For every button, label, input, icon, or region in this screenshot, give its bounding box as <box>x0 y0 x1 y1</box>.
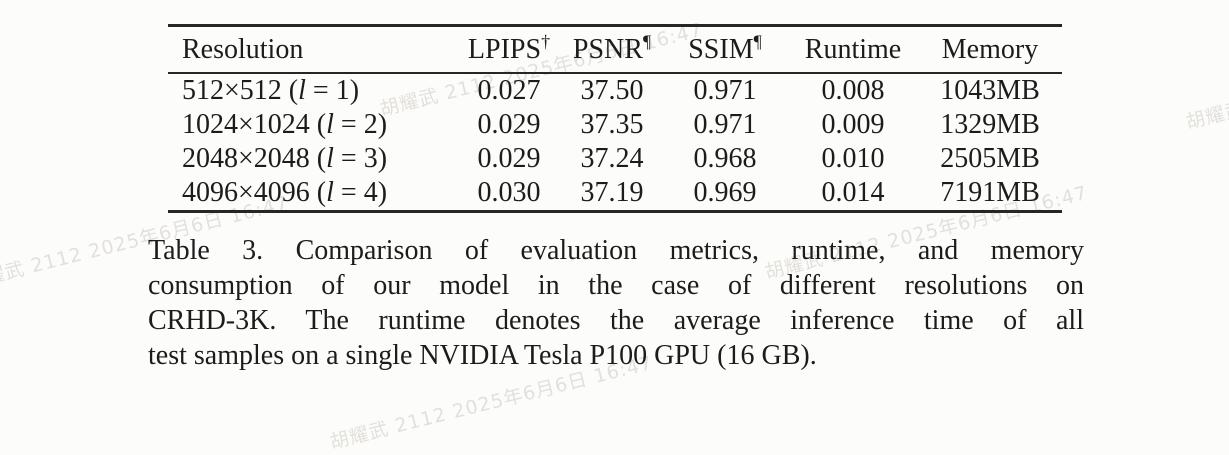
column-header-lpips: LPIPS† <box>456 25 562 74</box>
cell-runtime: 0.010 <box>821 143 885 174</box>
level-value: = 4) <box>333 177 388 208</box>
cell-lpips: 0.030 <box>477 177 541 208</box>
cell-resolution: 2048×2048 (l = 3) <box>168 142 456 176</box>
resolution-size: 512×512 ( <box>182 75 299 106</box>
cell-memory: 7191MB <box>940 177 1040 208</box>
cell-psnr: 37.24 <box>580 143 644 174</box>
cell-psnr: 37.35 <box>580 109 644 140</box>
level-variable: l <box>298 75 306 106</box>
level-variable: l <box>326 109 334 140</box>
cell-lpips: 0.029 <box>477 143 541 174</box>
cell-memory: 1329MB <box>940 109 1040 140</box>
cell-resolution: 4096×4096 (l = 4) <box>168 176 456 212</box>
dagger-footnote-mark: † <box>541 31 551 52</box>
cell-runtime: 0.009 <box>821 109 885 140</box>
level-variable: l <box>326 143 334 174</box>
caption-line: CRHD-3K. The runtime denotes the average… <box>148 305 1084 336</box>
column-header-ssim: SSIM¶ <box>662 25 788 74</box>
cell-runtime: 0.008 <box>821 75 885 106</box>
resolution-size: 2048×2048 ( <box>182 143 327 174</box>
cell-ssim: 0.971 <box>693 75 757 106</box>
pilcrow-footnote-mark: ¶ <box>753 31 762 52</box>
cell-memory: 1043MB <box>940 75 1040 106</box>
pilcrow-footnote-mark: ¶ <box>642 31 652 52</box>
watermark-text: 胡耀武 2112 2025年6月6日 16:47 <box>1183 32 1229 134</box>
results-table-container: Resolution LPIPS† PSNR¶ SSIM¶ Runtime Me… <box>168 24 1062 213</box>
level-value: = 2) <box>333 109 388 140</box>
cell-psnr: 37.19 <box>580 177 644 208</box>
column-header-lpips-label: LPIPS <box>467 33 542 65</box>
table-header-row: Resolution LPIPS† PSNR¶ SSIM¶ Runtime Me… <box>168 25 1062 74</box>
cell-ssim: 0.968 <box>693 143 757 174</box>
cell-psnr: 37.50 <box>580 75 644 106</box>
level-value: = 1) <box>305 75 360 106</box>
cell-lpips: 0.027 <box>477 75 541 106</box>
table-caption: Table 3. Comparison of evaluation metric… <box>148 233 1084 373</box>
caption-line: test samples on a single NVIDIA Tesla P1… <box>148 340 817 371</box>
cell-memory: 2505MB <box>940 143 1040 174</box>
results-table: Resolution LPIPS† PSNR¶ SSIM¶ Runtime Me… <box>168 24 1062 213</box>
table-row: 2048×2048 (l = 3) 0.029 37.24 0.968 0.01… <box>168 142 1062 176</box>
column-header-psnr-label: PSNR <box>572 33 643 65</box>
cell-ssim: 0.971 <box>693 109 757 140</box>
cell-lpips: 0.029 <box>477 109 541 140</box>
table-row: 1024×1024 (l = 2) 0.029 37.35 0.971 0.00… <box>168 108 1062 142</box>
column-header-psnr: PSNR¶ <box>562 25 662 74</box>
column-header-memory: Memory <box>918 25 1062 74</box>
level-value: = 3) <box>333 143 388 174</box>
level-variable: l <box>326 177 334 208</box>
cell-runtime: 0.014 <box>821 177 885 208</box>
table-row: 4096×4096 (l = 4) 0.030 37.19 0.969 0.01… <box>168 176 1062 212</box>
cell-ssim: 0.969 <box>693 177 757 208</box>
cell-resolution: 512×512 (l = 1) <box>168 73 456 108</box>
cell-resolution: 1024×1024 (l = 2) <box>168 108 456 142</box>
resolution-size: 4096×4096 ( <box>182 177 327 208</box>
resolution-size: 1024×1024 ( <box>182 109 327 140</box>
caption-line: Table 3. Comparison of evaluation metric… <box>148 235 1084 266</box>
table-row: 512×512 (l = 1) 0.027 37.50 0.971 0.008 … <box>168 73 1062 108</box>
caption-line: consumption of our model in the case of … <box>148 270 1084 301</box>
column-header-resolution: Resolution <box>168 25 456 74</box>
column-header-runtime: Runtime <box>788 25 918 74</box>
column-header-ssim-label: SSIM <box>688 33 754 65</box>
